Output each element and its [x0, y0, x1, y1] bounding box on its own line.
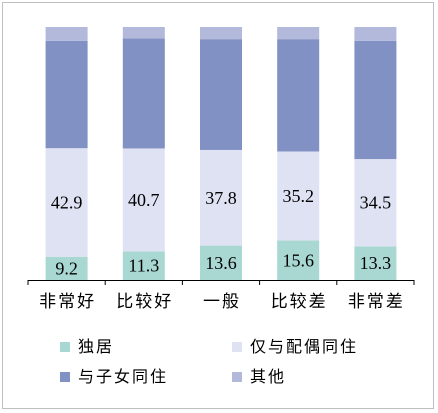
bar-segment-4-4 — [277, 27, 320, 40]
data-label-2-3: 37.8 — [205, 188, 237, 208]
data-label-2-2: 40.7 — [128, 190, 160, 210]
bar-segment-4-1 — [45, 27, 88, 41]
bar-segment-3-3 — [200, 39, 242, 150]
bar-segment-4-2 — [122, 27, 165, 39]
legend-label-3: 与子女同住 — [78, 367, 168, 386]
data-labels-layer: 9.2 42.9 11.3 40.7 13.6 37.8 15.6 35.2 13.3 34.5 — [51, 186, 391, 278]
bar-segment-4-3 — [200, 27, 242, 40]
bar-segment-1-3 — [200, 245, 242, 280]
bar-segment-2-2 — [122, 148, 165, 252]
bar-segment-2-1 — [45, 148, 88, 257]
legend-label-2: 仅与配偶同住 — [250, 337, 358, 356]
bars-layer — [45, 27, 397, 280]
category-label-5: 非常差 — [348, 292, 405, 312]
legend-label-4: 其他 — [250, 367, 286, 386]
data-label-1-4: 15.6 — [282, 250, 314, 270]
bar-segment-2-3 — [200, 149, 242, 246]
bar-segment-1-2 — [122, 251, 165, 280]
category-label-4: 比较差 — [271, 292, 328, 312]
data-label-2-5: 34.5 — [360, 193, 392, 213]
bar-segment-2-5 — [354, 159, 397, 247]
bar-segment-4-5 — [354, 27, 397, 41]
legend-swatch-2 — [232, 342, 242, 352]
legend-swatch-3 — [60, 372, 70, 382]
bar-segment-2-4 — [277, 151, 320, 241]
data-label-1-2: 11.3 — [128, 256, 159, 276]
category-label-1: 非常好 — [39, 292, 96, 312]
data-label-2-1: 42.9 — [51, 192, 83, 212]
category-label-2: 比较好 — [116, 292, 173, 312]
data-label-2-4: 35.2 — [282, 186, 314, 206]
bar-segment-1-4 — [277, 240, 320, 280]
x-axis-categories: 非常好 比较好 一般 比较差 非常差 — [39, 292, 405, 312]
bar-segment-3-1 — [45, 40, 88, 149]
category-label-3: 一般 — [203, 292, 241, 312]
bar-segment-3-2 — [122, 38, 165, 149]
bar-segment-3-5 — [354, 40, 397, 160]
bar-segment-1-1 — [45, 256, 88, 280]
legend-label-1: 独居 — [78, 337, 114, 356]
data-label-1-1: 9.2 — [55, 258, 78, 278]
legend-swatch-4 — [232, 372, 242, 382]
data-label-1-5: 13.3 — [360, 253, 392, 273]
data-label-1-3: 13.6 — [205, 253, 237, 273]
legend-swatch-1 — [60, 342, 70, 352]
x-axis-ticks — [27, 280, 415, 285]
bar-segment-1-5 — [354, 246, 397, 280]
bar-segment-3-4 — [277, 39, 320, 152]
